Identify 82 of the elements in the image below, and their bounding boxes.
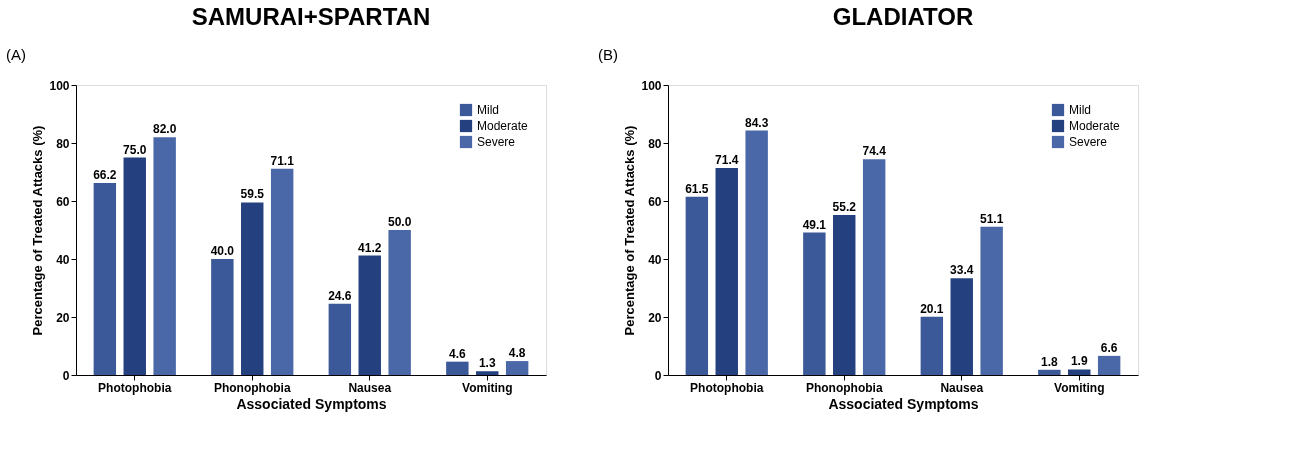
x-tick-label: Nausea: [348, 380, 392, 395]
bar: [211, 259, 234, 375]
y-tick-label: 80: [648, 136, 662, 151]
data-label: 71.1: [270, 153, 295, 168]
data-label: 1.8: [1041, 354, 1059, 369]
y-tick-label: 20: [56, 310, 70, 325]
data-label: 41.2: [358, 240, 382, 255]
data-label: 20.1: [920, 301, 944, 316]
data-label: 6.6: [1100, 340, 1118, 355]
y-tick-label: 0: [62, 368, 70, 383]
bar: [93, 183, 117, 375]
x-tick-label: Phonophobia: [213, 380, 291, 395]
chart-title: GLADIATOR: [832, 3, 974, 30]
y-tick-label: 60: [56, 194, 70, 209]
bar: [715, 167, 738, 375]
data-label: 4.6: [449, 346, 466, 361]
legend-label: Moderate: [1069, 119, 1121, 133]
bar: [270, 168, 294, 375]
legend-label: Mild: [477, 103, 500, 117]
y-tick-label: 20: [648, 310, 662, 325]
bar: [950, 278, 973, 375]
data-label: 49.1: [802, 217, 827, 232]
bar: [358, 255, 381, 375]
bar: [505, 361, 529, 375]
data-label: 51.1: [979, 211, 1004, 226]
data-label: 24.6: [328, 288, 352, 303]
bar: [476, 371, 499, 375]
x-tick-label: Vomiting: [1054, 380, 1105, 395]
bar: [862, 159, 886, 375]
y-axis-title: Percentage of Treated Attacks (%): [622, 125, 638, 336]
x-axis-title: Associated Symptoms: [828, 395, 979, 412]
bar: [446, 361, 469, 375]
y-tick-label: 100: [641, 78, 662, 93]
data-label: 55.2: [832, 199, 857, 214]
data-label: 33.4: [950, 263, 974, 278]
data-label: 1.9: [1070, 354, 1088, 369]
bar: [1097, 355, 1121, 375]
bar: [1038, 369, 1061, 375]
legend-label: Moderate: [477, 119, 529, 133]
data-label: 4.8: [508, 346, 526, 361]
legend-label: Severe: [477, 135, 516, 149]
data-label: 71.4: [715, 152, 739, 167]
y-tick-label: 0: [654, 368, 662, 383]
bar: [328, 303, 352, 375]
data-label: 61.5: [685, 181, 709, 196]
bar: [153, 137, 176, 375]
x-tick-label: Photophobia: [98, 380, 172, 395]
y-axis-title: Percentage of Treated Attacks (%): [30, 125, 46, 336]
data-label: 50.0: [387, 215, 412, 229]
bar: [123, 157, 146, 375]
y-tick-label: 60: [648, 194, 662, 209]
y-tick-label: 80: [56, 136, 70, 151]
y-tick-label: 40: [56, 252, 70, 267]
bar: [803, 232, 826, 375]
data-label: 66.2: [93, 168, 117, 183]
data-label: 1.3: [478, 356, 496, 371]
x-tick-label: Nausea: [940, 380, 984, 395]
bar: [980, 226, 1003, 375]
bar: [1068, 369, 1091, 375]
bar: [745, 130, 768, 375]
x-tick-label: Vomiting: [462, 380, 513, 395]
x-tick-label: Phonophobia: [805, 380, 883, 395]
data-label: 75.0: [123, 142, 147, 157]
text: (A): [6, 46, 26, 63]
bar: [241, 202, 264, 375]
chart-title: SAMURAI+SPARTAN: [191, 3, 431, 30]
y-tick-label: 100: [49, 78, 70, 93]
bar: [920, 316, 944, 375]
x-tick-label: Photophobia: [690, 380, 764, 395]
legend-label: Mild: [1069, 103, 1092, 117]
text: (B): [598, 46, 618, 63]
data-label: 74.4: [862, 144, 887, 159]
y-tick-label: 40: [648, 252, 662, 267]
data-label: 82.0: [152, 122, 177, 137]
data-label: 40.0: [210, 244, 235, 258]
data-label: 59.5: [240, 187, 265, 202]
data-label: 84.3: [744, 115, 769, 130]
legend-label: Severe: [1069, 135, 1108, 149]
bar: [833, 214, 856, 375]
bar: [388, 230, 411, 375]
bar: [685, 196, 709, 375]
x-axis-title: Associated Symptoms: [236, 395, 387, 412]
